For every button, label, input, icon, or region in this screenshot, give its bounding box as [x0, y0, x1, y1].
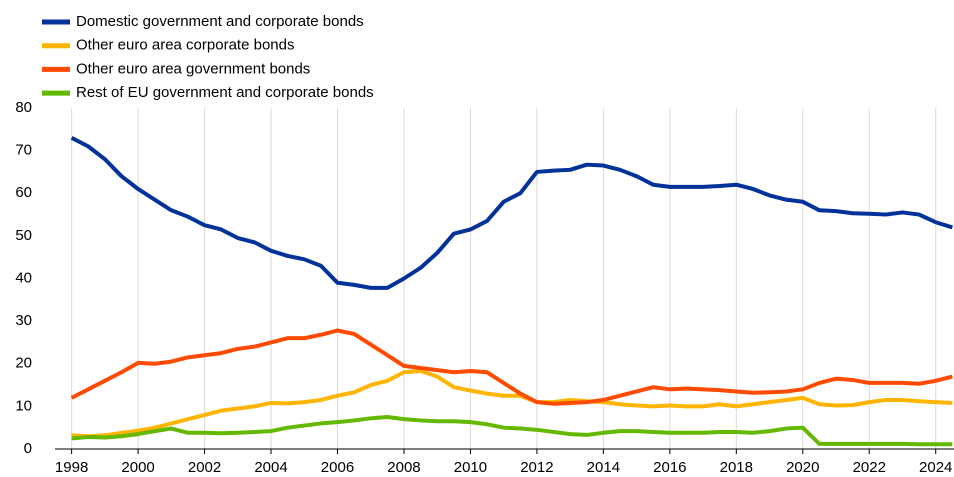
x-tick-label: 2002: [188, 459, 221, 476]
x-tick-label: 2014: [587, 459, 620, 476]
data-line: [71, 369, 953, 439]
data-line: [70, 328, 953, 406]
y-tick-label: 10: [15, 397, 32, 414]
x-tick-label: 2024: [919, 459, 952, 476]
y-tick-label: 80: [15, 99, 32, 116]
y-tick-label: 50: [15, 227, 32, 244]
x-tick-label: 2004: [254, 459, 287, 476]
legend-label: Domestic government and corporate bonds: [76, 13, 364, 30]
x-tick-label: 2012: [520, 459, 553, 476]
y-tick-label: 20: [15, 355, 32, 372]
y-tick-label: 40: [15, 269, 32, 286]
legend-label: Other euro area government bonds: [76, 60, 310, 77]
x-tick-label: 2010: [454, 459, 487, 476]
legend-label: Rest of EU government and corporate bond…: [76, 84, 374, 101]
data-line: [70, 136, 953, 290]
y-tick-label: 0: [24, 440, 32, 457]
y-tick-label: 60: [15, 184, 32, 201]
x-tick-label: 1998: [55, 459, 88, 476]
x-tick-label: 2022: [853, 459, 886, 476]
y-tick-label: 30: [15, 312, 32, 329]
x-tick-label: 2016: [653, 459, 686, 476]
x-tick-label: 2008: [387, 459, 420, 476]
x-tick-label: 2018: [720, 459, 753, 476]
x-tick-label: 2020: [786, 459, 819, 476]
x-tick-label: 2006: [321, 459, 354, 476]
x-tick-label: 2000: [121, 459, 154, 476]
data-line: [71, 415, 953, 447]
y-tick-label: 70: [15, 142, 32, 159]
legend-label: Other euro area corporate bonds: [76, 37, 294, 54]
